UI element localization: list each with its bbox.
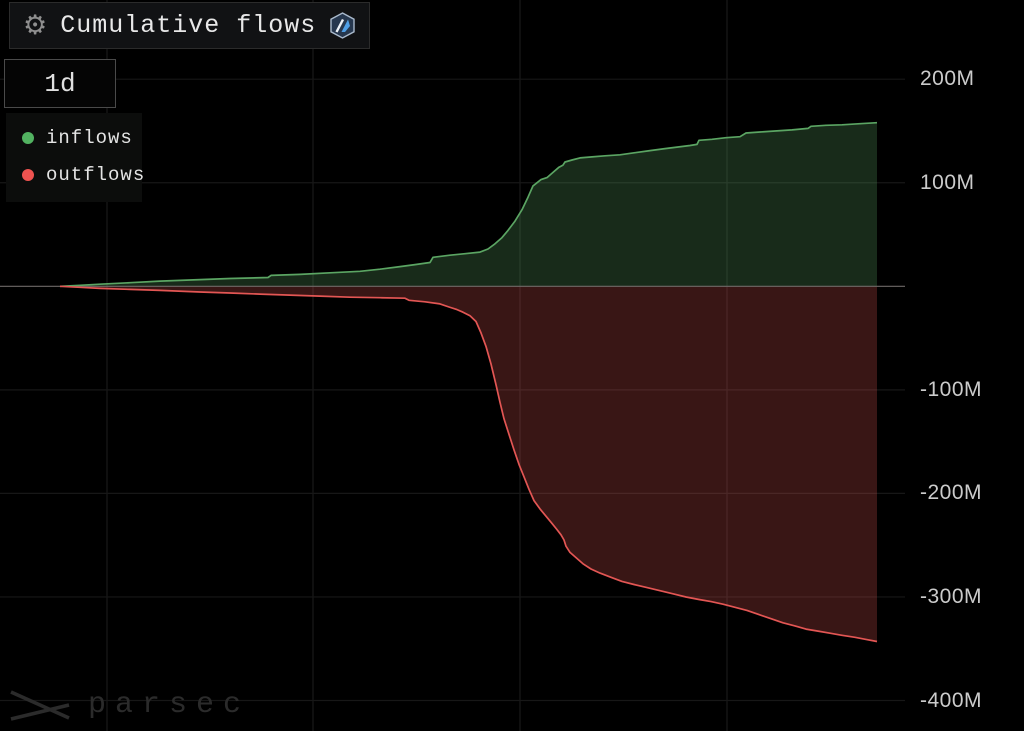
inflows-line [59,121,878,288]
legend-label: outflows [46,164,146,186]
chart-header: ⚙ Cumulative flows [9,2,371,49]
settings-gear-icon[interactable]: ⚙ [23,10,48,41]
gridlines [0,0,905,731]
outflows-area [60,286,877,642]
outflows-line [59,285,878,643]
y-axis: 200M 100M -100M -200M -300M -400M [914,0,1024,731]
y-axis-tick-label: -200M [920,481,983,505]
y-axis-tick-label: -300M [920,584,983,608]
chart-title: Cumulative flows [60,11,317,40]
chart-legend: inflows outflows [6,113,146,202]
timeframe-button[interactable]: 1d [4,59,116,108]
inflows-area [60,122,877,287]
y-axis-tick-label: -400M [920,688,983,712]
legend-item-outflows[interactable]: outflows [6,160,146,190]
arbitrum-network-icon[interactable] [329,12,356,39]
outflows-dot-icon [22,169,34,181]
inflows-dot-icon [22,132,34,144]
y-axis-tick-label: 100M [920,170,975,194]
legend-item-inflows[interactable]: inflows [6,123,142,153]
parsec-watermark: parsec [8,688,250,722]
series-areas [60,122,877,642]
legend-label: inflows [46,127,133,149]
y-axis-tick-label: -100M [920,377,983,401]
logo-stripe-white [335,18,345,33]
series-lines [59,121,878,643]
hexagon-badge [330,12,355,39]
watermark-text: parsec [88,688,251,722]
parsec-logo-icon [10,690,70,721]
y-axis-tick-label: 200M [920,67,975,91]
cumulative-flows-chart[interactable] [0,0,905,731]
logo-stripe-blue [341,19,351,32]
